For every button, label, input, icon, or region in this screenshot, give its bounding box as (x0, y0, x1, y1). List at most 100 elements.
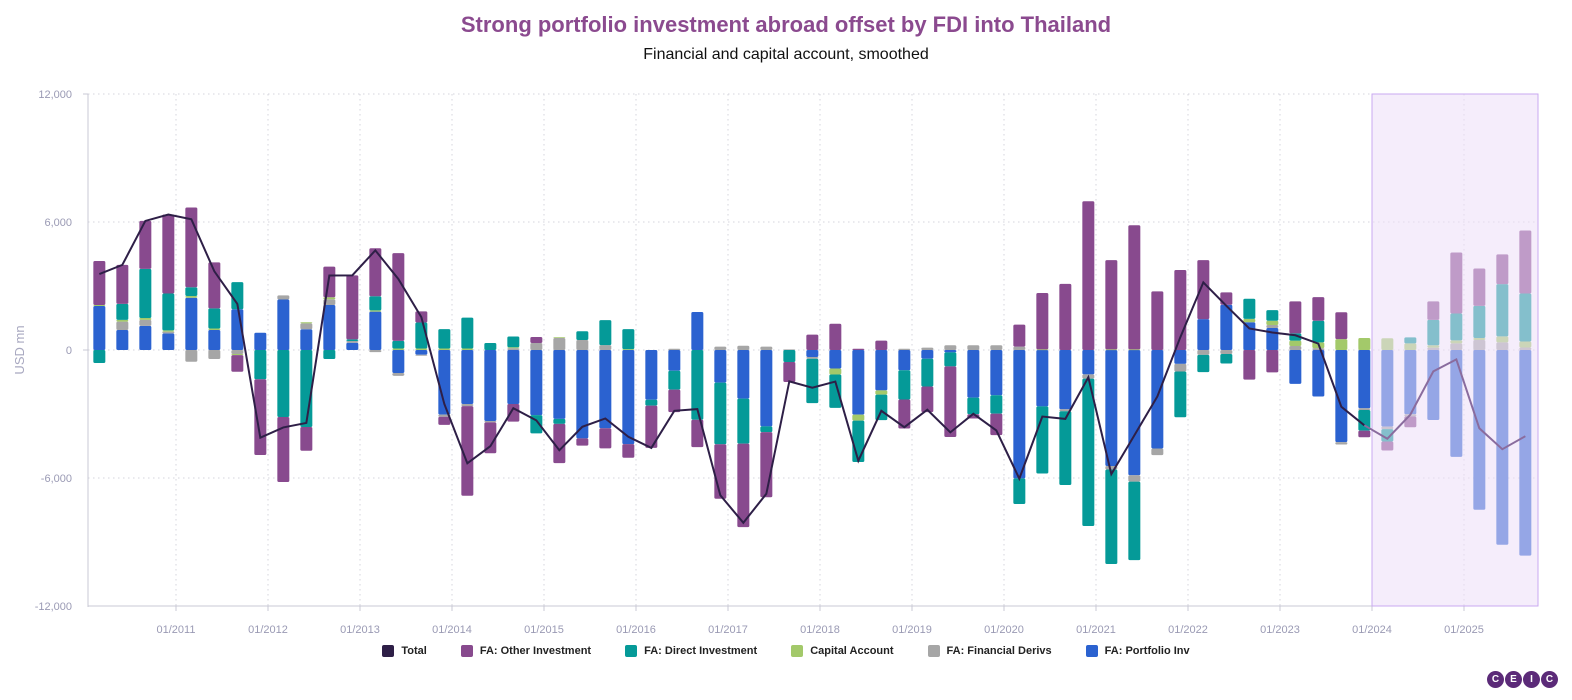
bar-segment[interactable] (1312, 348, 1325, 350)
bar-segment[interactable] (1358, 409, 1371, 431)
bar-segment[interactable] (1243, 350, 1256, 380)
bar-segment[interactable] (139, 220, 152, 269)
bar-segment[interactable] (760, 346, 773, 350)
bar-segment[interactable] (461, 406, 474, 496)
bar-segment[interactable] (1059, 411, 1072, 486)
bar-segment[interactable] (1128, 350, 1141, 476)
bar-segment[interactable] (346, 342, 359, 350)
bar-segment[interactable] (599, 345, 612, 350)
bar-segment[interactable] (93, 304, 106, 307)
bar-segment[interactable] (829, 368, 842, 375)
bar-segment[interactable] (576, 339, 589, 350)
bar-segment[interactable] (921, 347, 934, 350)
bar-segment[interactable] (1289, 301, 1302, 334)
bar-segment[interactable] (737, 345, 750, 350)
bar-segment[interactable] (185, 287, 198, 297)
bar-segment[interactable] (1151, 350, 1164, 449)
bar-segment[interactable] (1151, 448, 1164, 456)
bar-segment[interactable] (162, 333, 175, 350)
bar-segment[interactable] (622, 350, 635, 445)
bar-segment[interactable] (576, 438, 589, 446)
bar-segment[interactable] (254, 332, 267, 350)
legend-item-capital-account[interactable]: Capital Account (791, 645, 894, 657)
bar-segment[interactable] (277, 295, 290, 300)
bar-segment[interactable] (622, 444, 635, 458)
bar-segment[interactable] (944, 345, 957, 350)
bar-segment[interactable] (300, 427, 313, 451)
bar-segment[interactable] (553, 423, 566, 464)
bar-segment[interactable] (875, 394, 888, 421)
bar-segment[interactable] (1013, 350, 1026, 479)
bar-segment[interactable] (369, 296, 382, 311)
bar-segment[interactable] (737, 398, 750, 444)
bar-segment[interactable] (1358, 430, 1371, 438)
bar-segment[interactable] (1266, 350, 1279, 373)
bar-segment[interactable] (1197, 319, 1210, 350)
bar-segment[interactable] (852, 414, 865, 421)
bar-segment[interactable] (277, 416, 290, 483)
bar-segment[interactable] (622, 329, 635, 350)
bar-segment[interactable] (1243, 318, 1256, 323)
bar-segment[interactable] (898, 370, 911, 400)
bar-segment[interactable] (530, 342, 543, 350)
bar-segment[interactable] (231, 282, 244, 310)
bar-segment[interactable] (1312, 350, 1325, 397)
bar-segment[interactable] (1220, 304, 1233, 350)
bar-segment[interactable] (1289, 350, 1302, 384)
bar-segment[interactable] (806, 357, 819, 359)
bar-segment[interactable] (162, 331, 175, 334)
bar-segment[interactable] (346, 275, 359, 340)
bar-segment[interactable] (415, 348, 428, 350)
bar-segment[interactable] (461, 350, 474, 404)
bar-segment[interactable] (1220, 354, 1233, 364)
bar-segment[interactable] (392, 253, 405, 341)
bar-segment[interactable] (438, 348, 451, 350)
bar-segment[interactable] (714, 346, 727, 350)
bar-segment[interactable] (484, 421, 497, 423)
legend-item-direct-investment[interactable]: FA: Direct Investment (625, 645, 757, 657)
bar-segment[interactable] (369, 248, 382, 297)
bar-segment[interactable] (576, 350, 589, 439)
bar-segment[interactable] (553, 350, 566, 419)
bar-segment[interactable] (185, 296, 198, 298)
bar-segment[interactable] (1105, 469, 1118, 564)
bar-segment[interactable] (392, 350, 405, 374)
bar-segment[interactable] (737, 443, 750, 528)
bar-segment[interactable] (990, 350, 1003, 396)
bar-segment[interactable] (1151, 291, 1164, 350)
bar-segment[interactable] (369, 310, 382, 312)
bar-segment[interactable] (162, 330, 175, 332)
bar-segment[interactable] (1013, 346, 1026, 350)
bar-segment[interactable] (93, 350, 106, 364)
bar-segment[interactable] (990, 413, 1003, 436)
bar-segment[interactable] (438, 350, 451, 415)
bar-segment[interactable] (231, 355, 244, 372)
bar-segment[interactable] (668, 350, 681, 371)
bar-segment[interactable] (507, 348, 520, 350)
bar-segment[interactable] (1220, 350, 1233, 355)
bar-segment[interactable] (461, 348, 474, 350)
bar-segment[interactable] (507, 347, 520, 349)
bar-segment[interactable] (691, 419, 704, 448)
bar-segment[interactable] (737, 350, 750, 399)
bar-segment[interactable] (1312, 297, 1325, 321)
bar-segment[interactable] (208, 328, 221, 330)
bar-segment[interactable] (967, 397, 980, 415)
bar-segment[interactable] (553, 338, 566, 350)
bar-segment[interactable] (185, 297, 198, 350)
bar-segment[interactable] (599, 320, 612, 346)
bar-segment[interactable] (277, 299, 290, 350)
bar-segment[interactable] (1105, 260, 1118, 350)
bar-segment[interactable] (1197, 350, 1210, 355)
bar-segment[interactable] (553, 337, 566, 339)
bar-segment[interactable] (1105, 350, 1118, 467)
bar-segment[interactable] (1174, 371, 1187, 418)
bar-segment[interactable] (1174, 363, 1187, 372)
bar-segment[interactable] (967, 345, 980, 350)
bar-segment[interactable] (185, 350, 198, 362)
bar-segment[interactable] (1243, 322, 1256, 350)
legend-item-total[interactable]: Total (382, 645, 427, 657)
bar-segment[interactable] (346, 339, 359, 342)
bar-segment[interactable] (875, 390, 888, 395)
bar-segment[interactable] (300, 322, 313, 324)
